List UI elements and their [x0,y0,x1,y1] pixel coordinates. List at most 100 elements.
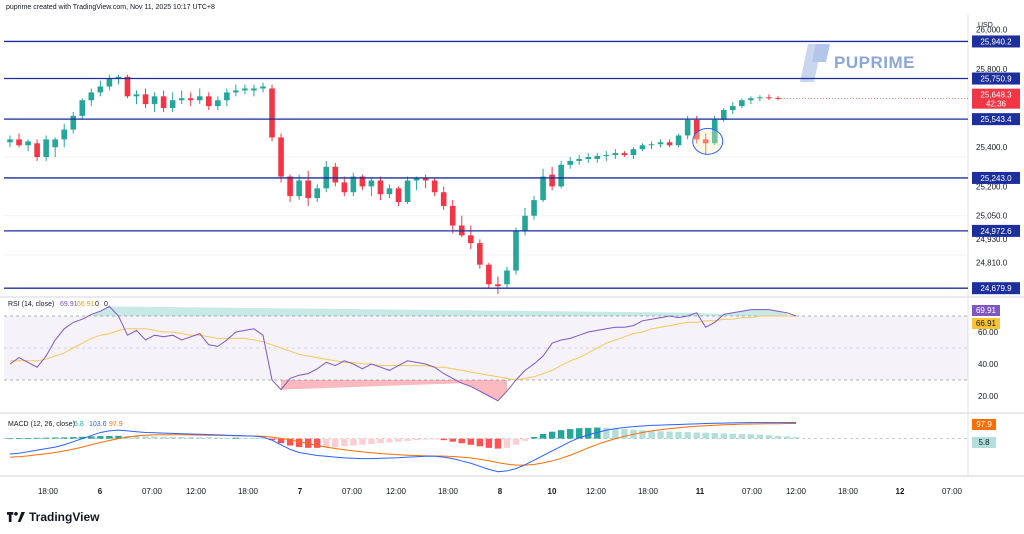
candle-body [296,180,302,197]
macd-histogram-bar [603,427,610,439]
time-axis-label: 10 [548,487,557,496]
macd-signal-tag [972,419,996,430]
macd-histogram-bar [530,437,538,439]
macd-histogram-bar [51,437,59,439]
macd-histogram-bar [106,436,113,439]
macd-hist-tag [972,437,996,448]
rsi-tick-label: 20.00 [978,392,999,401]
rsi-value-label: 69.91 [976,306,997,315]
candle-body [160,96,167,109]
macd-histogram-bar [765,435,773,439]
candle-body [693,119,700,140]
countdown-label: 42:36 [986,100,1007,109]
macd-signal-label: 97.9 [976,420,992,429]
level-label: 24,679.9 [980,284,1012,293]
candle-body [169,100,176,109]
price-tick-label: 26,000.0 [976,26,1008,35]
candle-body [567,160,573,165]
time-axis-label: 07:00 [342,487,363,496]
candle-body [368,180,375,187]
macd-histogram-bar [250,438,258,439]
candle-body [34,143,40,157]
candle-body [630,149,637,156]
macd-histogram-bar [485,438,493,448]
level-label: 25,543.4 [980,115,1012,124]
candle-body [486,264,492,285]
macd-histogram-bar [395,438,402,442]
candle-body [97,86,104,93]
macd-histogram-bar [431,438,438,440]
tradingview-brand[interactable]: TradingView [7,510,99,524]
macd-histogram-bar [711,433,718,439]
macd-histogram-bar [377,438,384,444]
candle-body [43,139,49,157]
candle-body [215,100,221,107]
candle-body [305,180,311,199]
candle-body [449,205,456,226]
candle-body [504,270,510,285]
rsi-ma-line [10,315,797,381]
candle-body [513,231,519,271]
candle-body [25,141,31,146]
macd-histogram-bar [314,438,321,448]
rsi-overbought-fill [91,306,788,316]
candle-body [639,145,646,150]
candle-body [675,135,682,146]
level-tag [972,224,1020,237]
rsi-ma-value-label: 66.91 [976,319,997,328]
macd-histogram-bar [548,431,556,439]
candle-body [702,139,709,144]
candle-body [124,76,131,97]
candle-body [540,176,546,201]
macd-histogram-bar [386,438,393,443]
candle-body [594,156,601,159]
level-tag [972,171,1020,184]
rsi-legend-value: 69.91 [60,301,78,308]
macd-histogram-bar [33,437,41,439]
macd-histogram-bar [232,437,240,439]
candle-body [522,215,528,232]
macd-histogram-bar [359,438,366,445]
macd-histogram-bar [702,432,709,439]
level-tag [972,72,1020,85]
macd-histogram-bar [539,434,547,439]
candle-body [133,94,140,97]
macd-histogram-bar [422,438,429,440]
time-axis-label: 6 [98,487,103,496]
macd-histogram-bar [350,438,357,446]
time-axis-label: 07:00 [942,487,963,496]
macd-histogram-bar [729,433,737,439]
macd-histogram-bar [449,438,456,442]
macd-histogram-bar [187,437,194,439]
candle-body [52,139,58,148]
macd-histogram-bar [476,438,484,447]
candle-body [757,97,763,99]
candle-body [61,129,68,140]
candle-body [242,88,248,91]
level-label: 25,750.9 [980,75,1012,84]
macd-histogram-bar [178,436,185,439]
candle-body [350,176,357,193]
candle-body [531,200,537,216]
time-axis-label: 11 [696,487,705,496]
macd-histogram-bar [277,438,285,444]
candle-body [549,174,555,187]
macd-legend-value: 97.9 [109,421,123,428]
macd-histogram-bar [196,437,203,439]
candle-body [558,164,564,187]
candle-body [70,115,77,130]
candle-body [739,100,745,107]
candle-body [79,100,86,116]
macd-histogram-bar [79,436,86,439]
candle-body [196,96,203,101]
macd-histogram-bar [467,438,474,445]
candle-body [495,284,501,287]
candle-body [621,153,628,156]
candle-body [269,88,275,138]
macd-title: MACD (12, 26, close) [8,421,75,428]
macd-histogram-bar [115,435,122,439]
candle-body [440,192,447,206]
macd-histogram-bar [738,434,746,439]
macd-histogram-bar [259,438,267,439]
